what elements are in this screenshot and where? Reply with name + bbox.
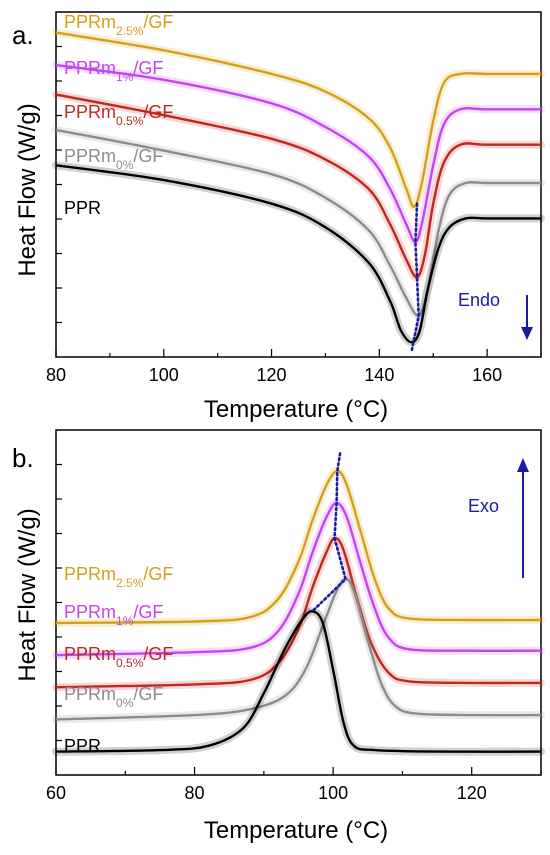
legend-entry-0: PPRm2.5%/GF	[64, 12, 173, 38]
panel-a-endo-label: Endo	[458, 290, 500, 310]
exo-arrow	[517, 458, 529, 578]
panel-b-chart: b. 60 80 100 120 PPRm2.5%/GF PPRm1%/GF PPRm0.…	[12, 429, 545, 844]
panel-b-series	[52, 452, 545, 756]
x-tick-label: 160	[472, 365, 502, 385]
series-line-3	[55, 128, 541, 317]
legend-entry-4: PPR	[64, 198, 101, 218]
peak-trend-line	[410, 202, 420, 353]
legend-entry-1: PPRm1%/GF	[64, 602, 163, 628]
series-line-4	[55, 164, 541, 344]
legend-entry-3: PPRm0%/GF	[64, 146, 163, 172]
peak-trend-line	[311, 452, 348, 613]
panel-a-letter: a.	[12, 20, 34, 50]
panel-a-legend: PPRm2.5%/GF PPRm1%/GF PPRm0.5%/GF PPRm0%/GF…	[64, 12, 173, 218]
panel-b-x-axis-label: Temperature (°C)	[204, 817, 388, 844]
series-line-2	[55, 93, 541, 279]
x-tick-label: 100	[149, 365, 179, 385]
panel-b-y-axis-label: Heat Flow (W/g)	[14, 508, 41, 681]
x-tick-label: 80	[185, 783, 205, 803]
panel-a-x-axis-label: Temperature (°C)	[204, 396, 388, 423]
panel-a-y-axis-label: Heat Flow (W/g)	[14, 103, 41, 276]
panel-b-x-axis: 60 80 100 120	[46, 463, 542, 803]
x-tick-label: 60	[46, 783, 66, 803]
series-line-4	[55, 610, 542, 753]
endo-arrow	[521, 295, 533, 340]
x-tick-label: 80	[46, 365, 66, 385]
x-tick-label: 140	[364, 365, 394, 385]
x-tick-label: 100	[318, 783, 348, 803]
panel-b-legend: PPRm2.5%/GF PPRm1%/GF PPRm0.5%/GF PPRm0%/GF…	[64, 564, 173, 756]
legend-entry-0: PPRm2.5%/GF	[64, 564, 173, 590]
series-halo	[52, 161, 545, 347]
series-line-0	[55, 31, 541, 208]
x-tick-label: 120	[257, 365, 287, 385]
legend-entry-3: PPRm0%/GF	[64, 684, 163, 710]
panel-b-exo-label: Exo	[468, 496, 499, 516]
legend-entry-2: PPRm0.5%/GF	[64, 102, 173, 128]
series-line-1	[55, 63, 541, 244]
panel-a-chart: a. 80 100 120 140 160 PPRm2.5%/GFPPRm1%/GFPP…	[12, 11, 545, 423]
legend-entry-2: PPRm0.5%/GF	[64, 644, 173, 670]
panel-b-letter: b.	[12, 443, 34, 473]
panel-a-series	[52, 28, 545, 353]
x-tick-label: 120	[457, 783, 487, 803]
legend-entry-4: PPR	[64, 736, 101, 756]
panel-a-x-axis: 80 100 120 140 160	[46, 45, 542, 385]
legend-entry-1: PPRm1%/GF	[64, 58, 163, 84]
